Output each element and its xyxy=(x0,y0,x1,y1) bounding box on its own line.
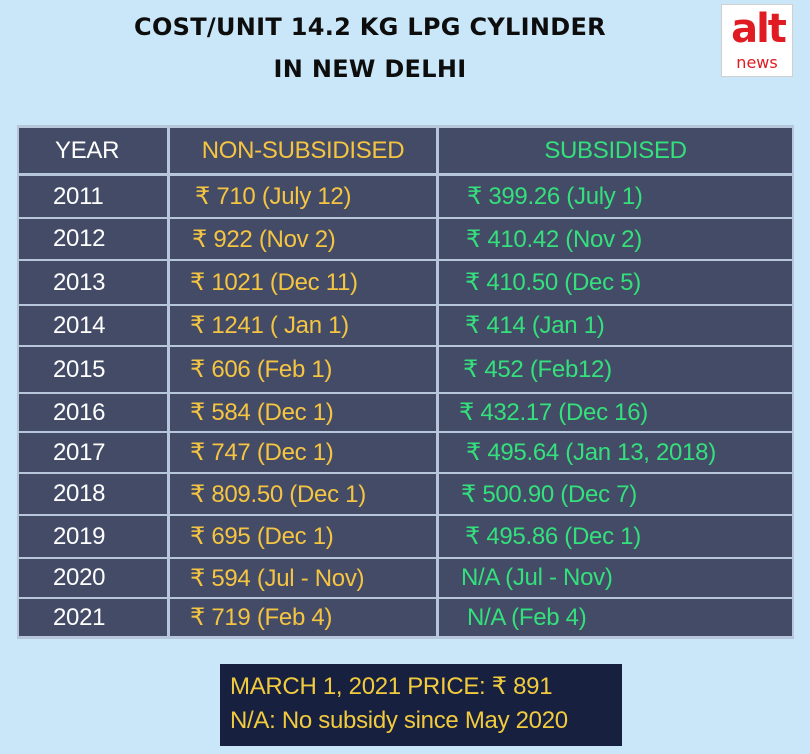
alt-news-logo: alt news xyxy=(721,4,793,77)
year-cell: 2013 xyxy=(19,261,167,304)
price-table: YEAR NON-SUBSIDISED SUBSIDISED 2011 ₹ 710 (J… xyxy=(17,125,794,639)
no-subsidy-note: N/A: No subsidy since May 2020 xyxy=(230,707,568,734)
column-header-year: YEAR xyxy=(19,128,167,173)
year-cell: 2014 xyxy=(19,306,167,345)
price-note-box: MARCH 1, 2021 PRICE: ₹ 891 N/A: No subsi… xyxy=(220,664,622,746)
title-line-2: IN NEW DELHI xyxy=(273,55,467,83)
non-subsidised-price-cell: ₹ 747 (Dec 1) xyxy=(170,433,436,472)
logo-text-alt: alt xyxy=(731,6,787,52)
year-cell: 2016 xyxy=(19,394,167,431)
logo-text-news: news xyxy=(736,53,778,72)
subsidised-price-cell: ₹ 410.42 (Nov 2) xyxy=(439,219,792,259)
year-cell: 2020 xyxy=(19,559,167,597)
non-subsidised-price-cell: ₹ 1021 (Dec 11) xyxy=(170,261,436,304)
non-subsidised-price-cell: ₹ 1241 ( Jan 1) xyxy=(170,306,436,345)
subsidised-price-cell: ₹ 500.90 (Dec 7) xyxy=(439,474,792,514)
non-subsidised-price-cell: ₹ 584 (Dec 1) xyxy=(170,394,436,431)
year-cell: 2017 xyxy=(19,433,167,472)
subsidised-price-cell: N/A (Feb 4) xyxy=(439,599,792,636)
subsidised-price-cell: ₹ 399.26 (July 1) xyxy=(439,176,792,217)
current-price-note: MARCH 1, 2021 PRICE: ₹ 891 xyxy=(230,673,553,700)
non-subsidised-price-cell: ₹ 710 (July 12) xyxy=(170,176,436,217)
non-subsidised-price-cell: ₹ 809.50 (Dec 1) xyxy=(170,474,436,514)
page-title: COST/UNIT 14.2 KG LPG CYLINDER IN NEW DE… xyxy=(0,6,740,90)
subsidised-price-cell: ₹ 410.50 (Dec 5) xyxy=(439,261,792,304)
subsidised-price-cell: ₹ 495.86 (Dec 1) xyxy=(439,516,792,557)
year-cell: 2012 xyxy=(19,219,167,259)
subsidised-price-cell: ₹ 414 (Jan 1) xyxy=(439,306,792,345)
non-subsidised-price-cell: ₹ 922 (Nov 2) xyxy=(170,219,436,259)
column-header-non-subsidised: NON-SUBSIDISED xyxy=(170,128,436,173)
column-header-subsidised: SUBSIDISED xyxy=(439,128,792,173)
subsidised-price-cell: ₹ 495.64 (Jan 13, 2018) xyxy=(439,433,792,472)
year-cell: 2021 xyxy=(19,599,167,636)
non-subsidised-price-cell: ₹ 594 (Jul - Nov) xyxy=(170,559,436,597)
non-subsidised-price-cell: ₹ 719 (Feb 4) xyxy=(170,599,436,636)
subsidised-price-cell: ₹ 452 (Feb12) xyxy=(439,347,792,392)
year-cell: 2019 xyxy=(19,516,167,557)
subsidised-price-cell: N/A (Jul - Nov) xyxy=(439,559,792,597)
year-cell: 2011 xyxy=(19,176,167,217)
non-subsidised-price-cell: ₹ 695 (Dec 1) xyxy=(170,516,436,557)
title-line-1: COST/UNIT 14.2 KG LPG CYLINDER xyxy=(134,13,606,41)
year-cell: 2018 xyxy=(19,474,167,514)
non-subsidised-price-cell: ₹ 606 (Feb 1) xyxy=(170,347,436,392)
subsidised-price-cell: ₹ 432.17 (Dec 16) xyxy=(439,394,792,431)
year-cell: 2015 xyxy=(19,347,167,392)
